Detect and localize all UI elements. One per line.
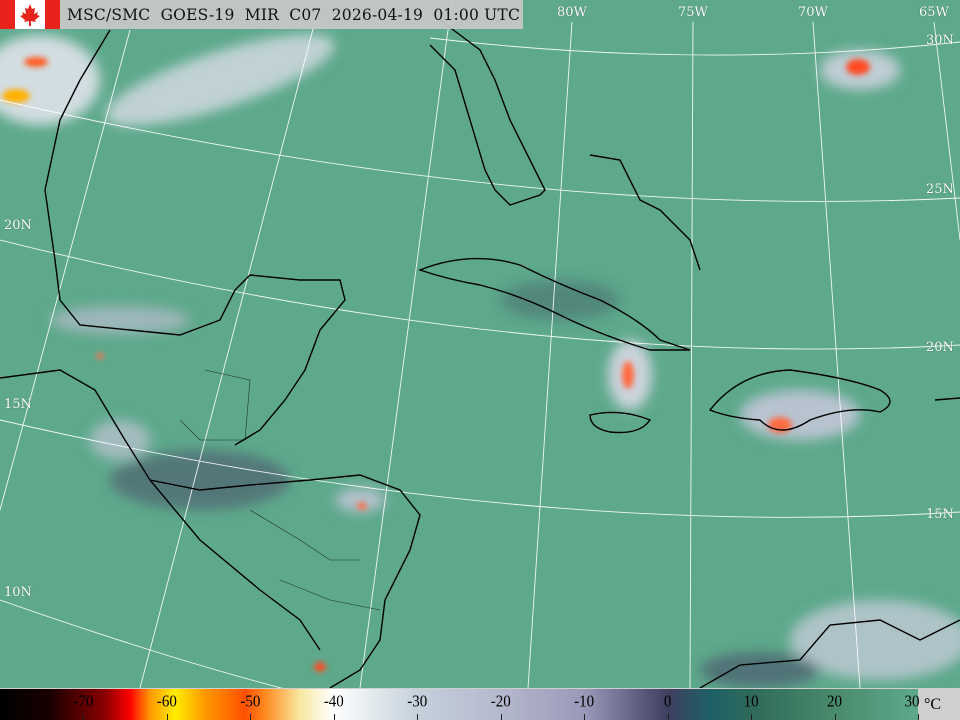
colorbar-tick-mark (333, 714, 335, 720)
lon-label-65w: 65W (919, 5, 949, 20)
lat-label-15n-right: 15N (926, 507, 954, 522)
coastlines (0, 19, 960, 688)
colorbar-tick-label: -20 (490, 692, 511, 712)
title-bar: MSC/SMC GOES-19 MIR C07 2026-04-19 01:00… (0, 0, 523, 29)
colorbar-tick-label: 30 (904, 692, 920, 712)
colorbar-tick-mark (500, 714, 502, 720)
lat-label-30n: 30N (926, 33, 954, 48)
lon-label-80w: 80W (557, 5, 587, 20)
lon-label-70w: 70W (798, 5, 828, 20)
colorbar-tick-label: -50 (240, 692, 261, 712)
lat-label-25n: 25N (926, 182, 954, 197)
colorbar-tick-mark (667, 714, 669, 720)
colorbar-tick-label: -40 (323, 692, 344, 712)
cuba (417, 257, 691, 351)
colorbar-tick-mark (751, 714, 753, 720)
lat-label-15n-left: 15N (4, 397, 32, 412)
lat-label-10n-left: 10N (4, 585, 32, 600)
florida (429, 19, 546, 206)
lon-label-75w: 75W (678, 5, 708, 20)
graticule (0, 0, 960, 688)
colorbar-tick-label: 20 (827, 692, 843, 712)
central-america (0, 369, 421, 688)
cold-cloud-tops (2, 57, 870, 672)
jamaica (589, 411, 652, 434)
colorbar-tick-label: -60 (156, 692, 177, 712)
hispaniola (708, 369, 891, 431)
canada-flag-logo (0, 0, 60, 29)
gulf-coast (44, 29, 346, 446)
colorbar-tick-label: 0 (663, 692, 672, 712)
bahamas (589, 154, 701, 271)
temperature-colorbar: -70 -60 -50 -40 -30 -20 -10 0 10 20 30 °C (0, 688, 960, 720)
colorbar-tick-label: -30 (407, 692, 428, 712)
colorbar-tick-mark (834, 714, 836, 720)
borders (179, 369, 381, 611)
colorbar-tick-mark (584, 714, 586, 720)
colorbar-tick-label: -70 (73, 692, 94, 712)
cloud-layer (0, 34, 960, 688)
lat-label-20n-left: 20N (4, 218, 32, 233)
colorbar-tick-mark (83, 714, 85, 720)
colorbar-tick-label: -10 (574, 692, 595, 712)
colorbar-tick-mark (250, 714, 252, 720)
puerto-rico (934, 397, 960, 401)
south-america (699, 619, 960, 688)
colorbar-gradient (0, 689, 918, 720)
colorbar-unit: °C (924, 696, 942, 713)
colorbar-tick-mark (918, 714, 919, 720)
colorbar-tick-mark (166, 714, 168, 720)
colorbar-tick-mark (417, 714, 419, 720)
satellite-map (0, 0, 960, 688)
image-title: MSC/SMC GOES-19 MIR C07 2026-04-19 01:00… (67, 5, 521, 24)
lat-label-20n-right: 20N (926, 340, 954, 355)
colorbar-tick-label: 10 (743, 692, 759, 712)
